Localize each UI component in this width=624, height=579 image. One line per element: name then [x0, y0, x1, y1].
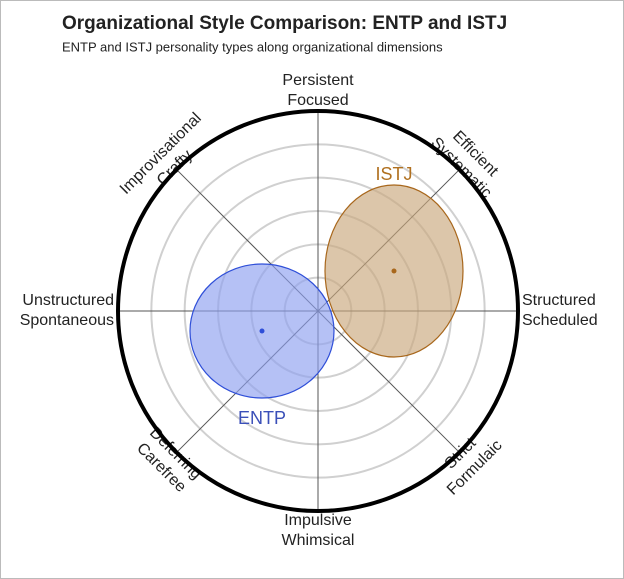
chart-title: Organizational Style Comparison: ENTP an… [62, 13, 507, 34]
axis-label: Focused [287, 92, 348, 109]
axis-label: Spontaneous [20, 312, 114, 329]
axis-label: Impulsive [284, 512, 352, 529]
axis-label: Structured [522, 292, 596, 309]
outer-ring [116, 109, 520, 513]
axis-label: Scheduled [522, 312, 598, 329]
series-label: ISTJ [375, 164, 412, 184]
center-dot [391, 268, 397, 274]
series-label: ENTP [238, 408, 286, 428]
center-dot [259, 328, 265, 334]
axis-label: Persistent [282, 72, 354, 89]
axis-label: Unstructured [22, 292, 114, 309]
axis-label: Whimsical [282, 532, 355, 549]
chart-subtitle: ENTP and ISTJ personality types along or… [62, 39, 443, 54]
